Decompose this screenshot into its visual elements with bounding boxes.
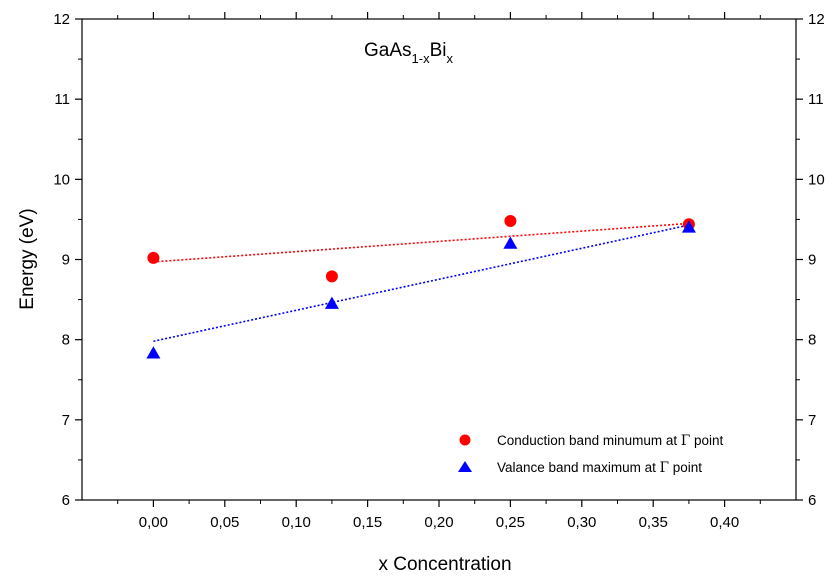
y-tick-label-right: 7 <box>808 412 816 429</box>
x-axis-ticks: 0,00 0,05 0,10 0,15 0,20 0,25 0,30 0,35 0,40 <box>117 12 761 531</box>
y-axis-label: Energy (eV) <box>17 208 38 309</box>
y-axis-ticks: 6 6 7 7 8 8 9 9 10 10 11 11 12 12 <box>53 11 824 509</box>
x-tick-label: 0,00 <box>139 514 168 531</box>
conduction-point <box>325 270 338 283</box>
legend-label-conduction: Conduction band minumum at Γ point <box>497 433 724 449</box>
legend-marker-conduction <box>459 434 471 446</box>
fit-lines <box>153 222 690 343</box>
y-tick-label-left: 10 <box>53 171 70 188</box>
y-tick-label-left: 12 <box>53 11 70 28</box>
y-tick-label-right: 12 <box>808 11 825 28</box>
x-tick-label: 0,15 <box>353 514 382 531</box>
y-tick-label-left: 7 <box>62 412 70 429</box>
conduction-point <box>147 251 160 264</box>
x-tick-label: 0,20 <box>424 514 453 531</box>
legend-label-valance: Valance band maximum at Γ point <box>497 460 702 476</box>
conduction-fit-line <box>153 222 689 263</box>
data-markers <box>146 215 696 359</box>
y-tick-label-right: 11 <box>808 91 824 108</box>
y-tick-label-right: 8 <box>808 332 816 349</box>
valance-point <box>146 346 161 359</box>
x-tick-label: 0,10 <box>282 514 311 531</box>
conduction-point <box>504 215 517 228</box>
y-tick-label-right: 10 <box>808 171 825 188</box>
valance-point <box>681 220 696 233</box>
valance-point <box>503 236 518 249</box>
y-tick-label-left: 9 <box>62 252 70 269</box>
x-tick-label: 0,25 <box>496 514 525 531</box>
x-tick-label: 0,35 <box>639 514 668 531</box>
valance-point <box>324 296 339 309</box>
x-tick-label: 0,30 <box>567 514 596 531</box>
x-tick-label: 0,05 <box>210 514 239 531</box>
valance-fit-line <box>153 224 690 343</box>
y-tick-label-left: 6 <box>62 492 70 509</box>
y-tick-label-left: 11 <box>54 91 70 108</box>
y-tick-label-right: 6 <box>808 492 816 509</box>
x-tick-label: 0,40 <box>710 514 739 531</box>
x-axis-label: x Concentration <box>378 554 511 575</box>
y-tick-label-left: 8 <box>62 332 70 349</box>
plot-frame <box>81 18 797 501</box>
y-tick-label-right: 9 <box>808 252 816 269</box>
legend: Conduction band minumum at Γ point Valan… <box>458 433 724 476</box>
legend-marker-valance <box>458 461 472 472</box>
chart-title: GaAs1-xBix <box>364 40 454 66</box>
